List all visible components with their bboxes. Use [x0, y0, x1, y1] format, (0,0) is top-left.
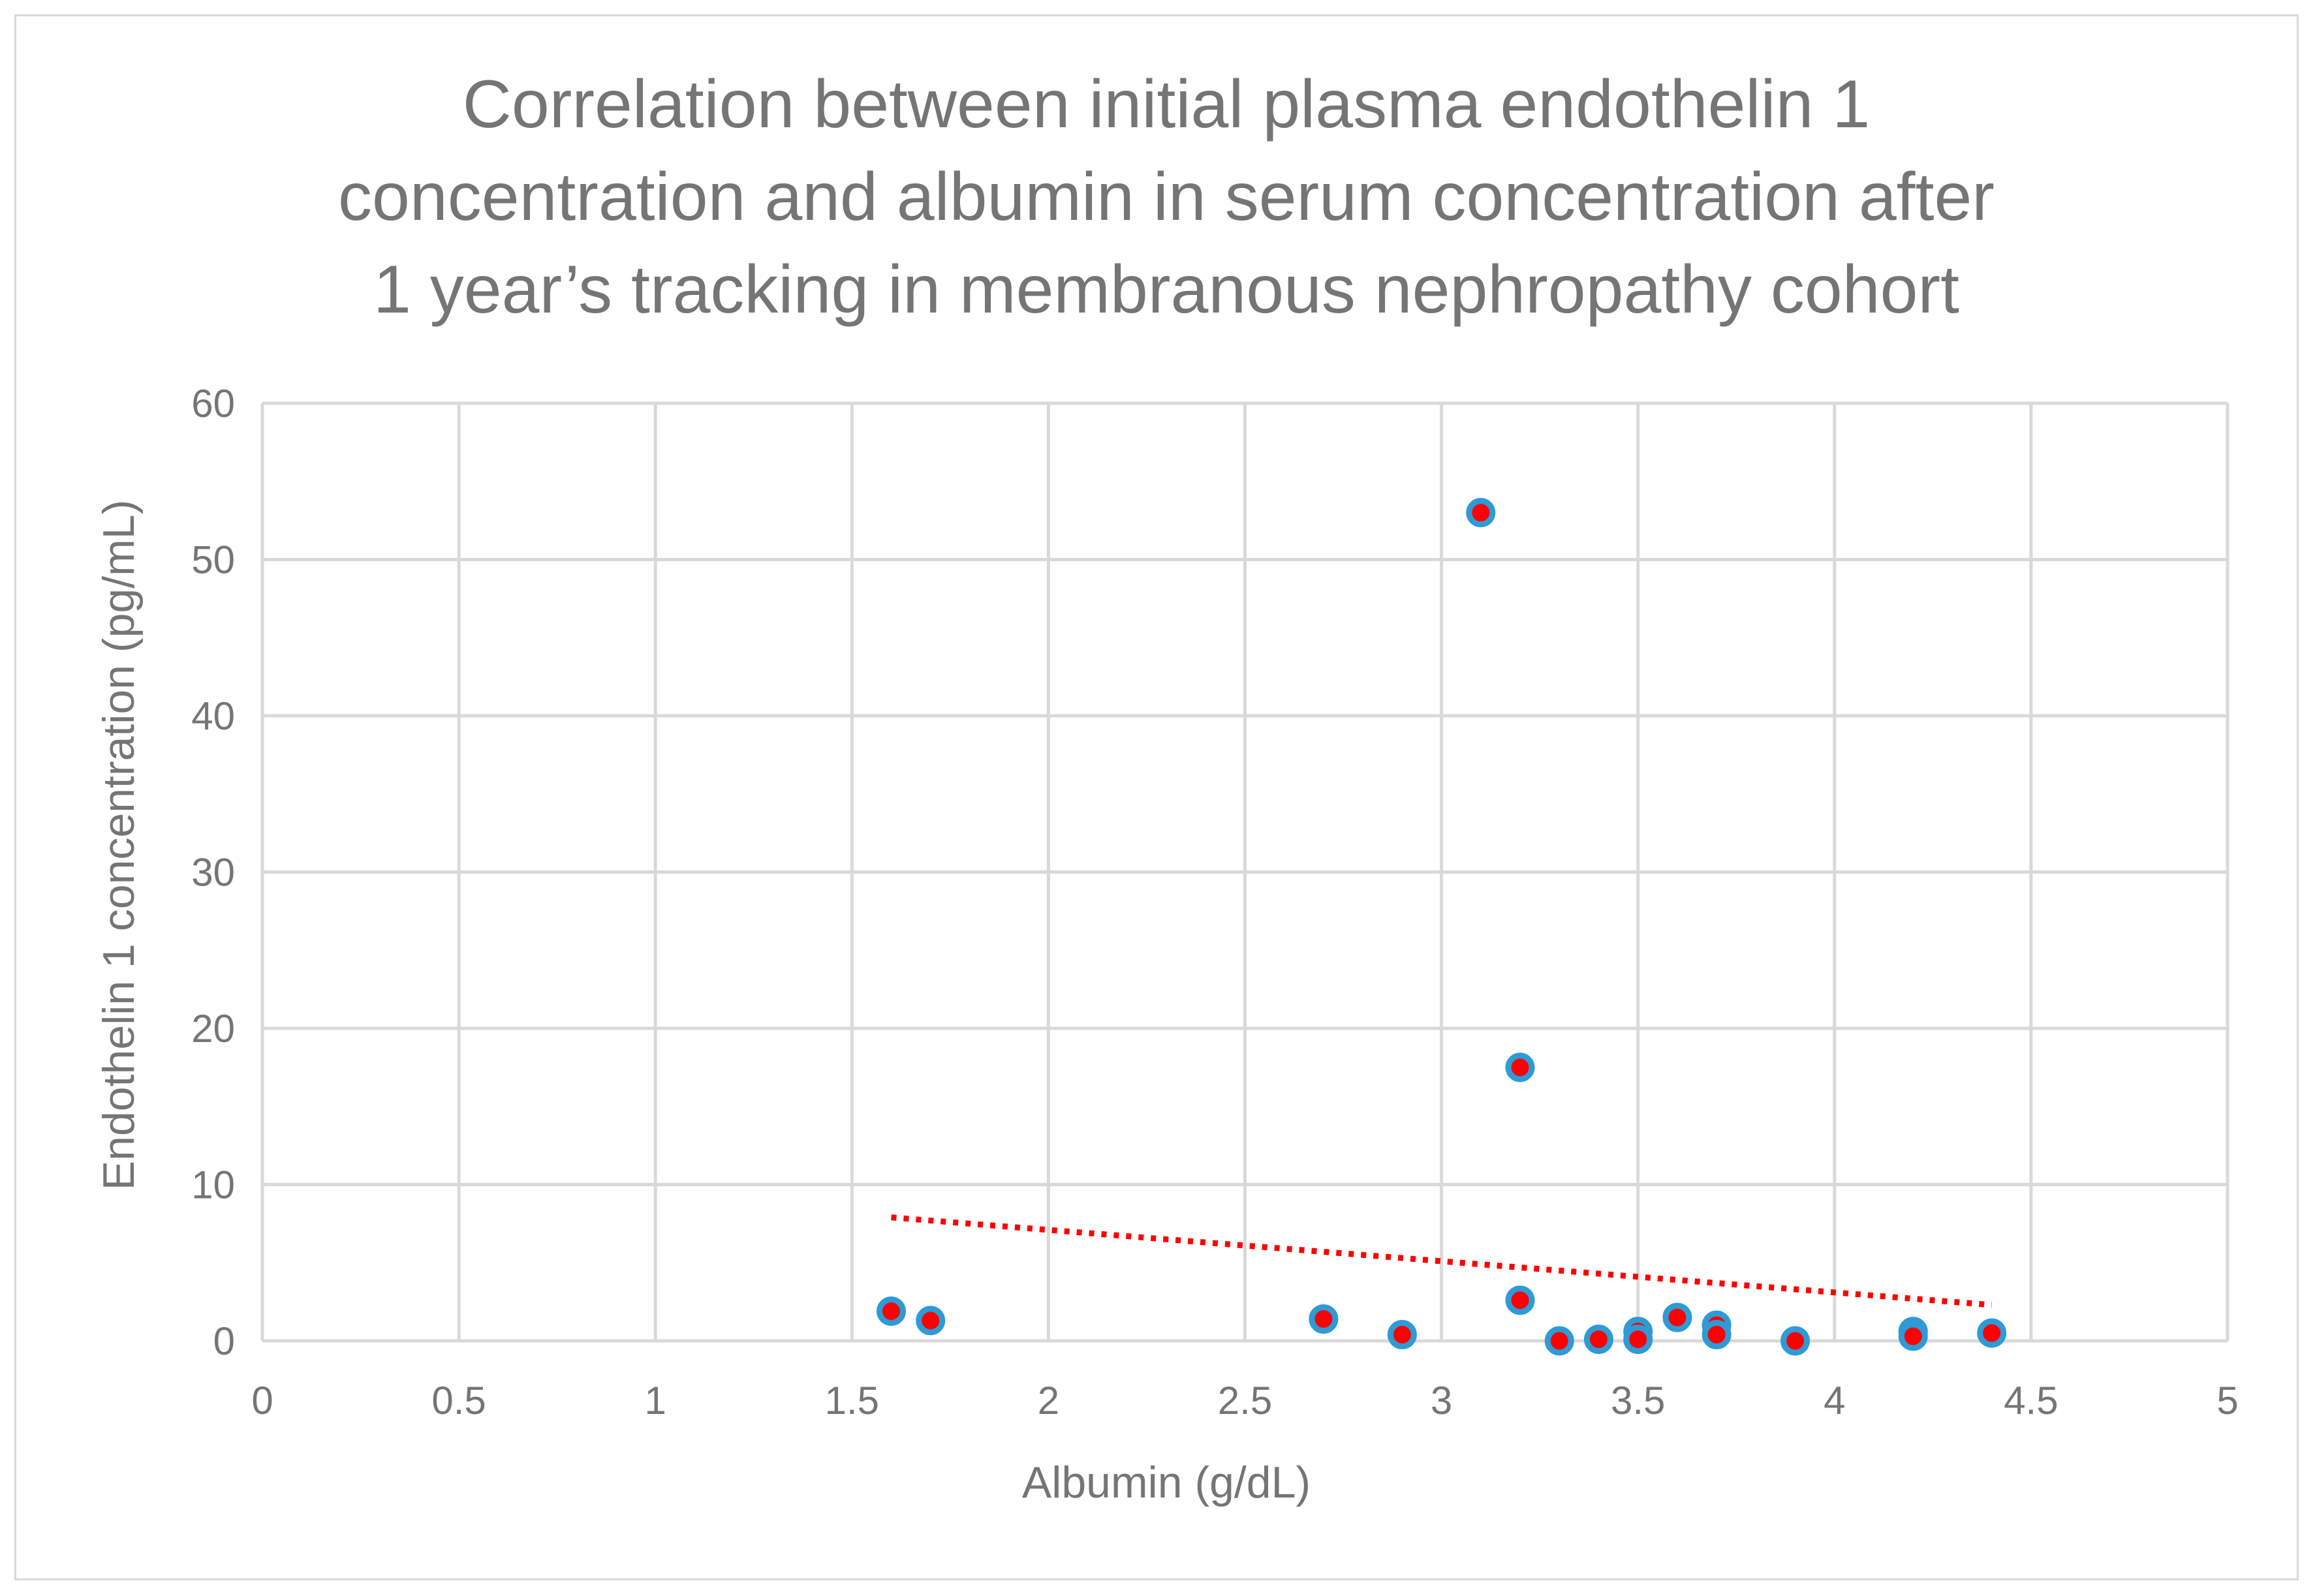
y-tick-label: 40: [191, 694, 235, 738]
x-tick-label: 4.5: [2004, 1379, 2058, 1422]
data-point: [1583, 1325, 1613, 1355]
y-tick-label: 50: [191, 538, 235, 582]
y-tick-label: 60: [191, 382, 235, 425]
chart-title: Correlation between initial plasma endot…: [338, 67, 1995, 328]
data-point: [1544, 1326, 1574, 1356]
chart-title-line-2: concentration and albumin in serum conce…: [338, 159, 1995, 235]
data-point: [1505, 1285, 1535, 1315]
x-tick-label: 1: [645, 1379, 666, 1422]
x-tick-label: 1.5: [825, 1379, 879, 1422]
linear-trendline: [891, 1214, 1993, 1308]
data-point: [1898, 1321, 1928, 1351]
data-point: [877, 1296, 907, 1326]
x-axis-tick-labels: 0 0.5 1 1.5 2 2.5 3 3.5 4 4.5 5: [251, 1379, 2238, 1422]
x-axis-title: Albumin (g/dL): [1022, 1458, 1311, 1507]
data-point: [1466, 498, 1496, 528]
chart-title-line-3: 1 year’s tracking in membranous nephropa…: [373, 252, 1959, 328]
x-tick-label: 2.5: [1218, 1379, 1272, 1422]
x-tick-label: 4: [1824, 1379, 1845, 1422]
y-tick-label: 10: [191, 1163, 235, 1207]
vertical-gridlines: [260, 403, 2230, 1341]
x-tick-label: 0.5: [431, 1379, 486, 1422]
data-points: [877, 498, 2007, 1356]
x-tick-label: 5: [2216, 1379, 2238, 1422]
data-point: [1780, 1326, 1810, 1356]
data-point: [1701, 1319, 1732, 1349]
x-tick-label: 3.5: [1611, 1379, 1665, 1422]
y-axis-tick-labels: 0 10 20 30 40 50 60: [191, 382, 235, 1363]
x-tick-label: 0: [251, 1379, 273, 1422]
y-tick-label: 20: [191, 1007, 235, 1051]
chart-title-line-1: Correlation between initial plasma endot…: [463, 67, 1870, 142]
y-tick-label: 0: [213, 1319, 235, 1363]
data-point: [1309, 1304, 1339, 1334]
x-tick-label: 3: [1431, 1379, 1452, 1422]
data-point: [1662, 1302, 1692, 1332]
y-axis-title: Endothelin 1 concentration (pg/mL): [94, 500, 144, 1190]
data-point: [1977, 1318, 2007, 1348]
data-point: [1387, 1319, 1417, 1349]
data-point: [916, 1306, 946, 1336]
x-tick-label: 2: [1038, 1379, 1059, 1422]
y-tick-label: 30: [191, 851, 235, 895]
data-point: [1505, 1052, 1535, 1082]
data-point: [1623, 1325, 1653, 1355]
